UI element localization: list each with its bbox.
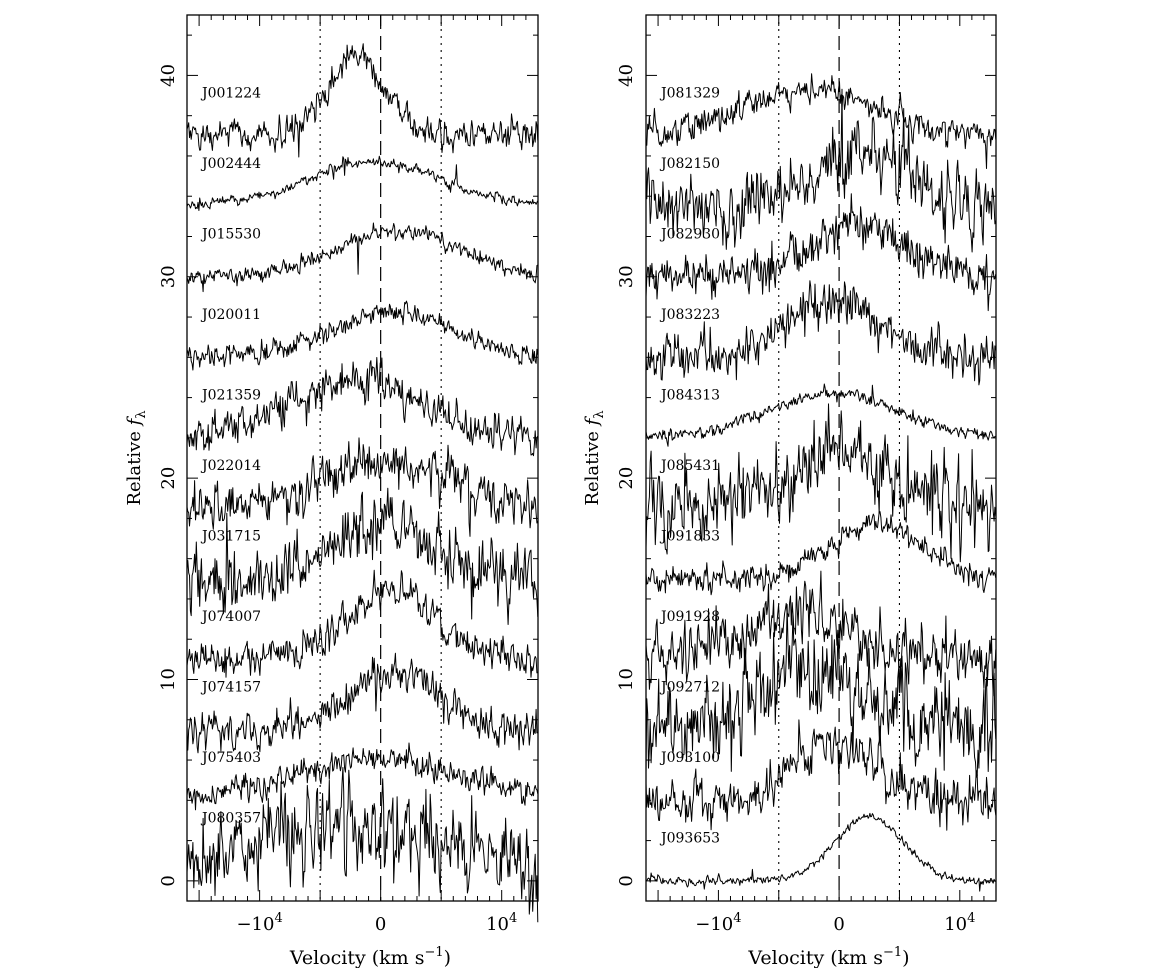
spectrum-label: J092712	[659, 680, 720, 696]
plot-frame	[186, 14, 539, 902]
y-axis-label-sub: λ	[592, 410, 607, 418]
spectrum-line	[645, 73, 997, 169]
y-tick-label: 20	[158, 467, 179, 490]
spectrum-line	[645, 403, 997, 563]
spectrum-line	[186, 155, 539, 211]
spectrum-line	[186, 43, 539, 158]
spectrum-line	[645, 193, 997, 312]
spectrum-label: J093653	[659, 831, 720, 847]
spectrum-label: J082150	[659, 156, 720, 172]
spectrum-label: J015530	[200, 227, 261, 243]
x-tick-base: 0	[375, 914, 386, 935]
x-tick-base: 10	[486, 914, 509, 935]
spectrum-line	[186, 357, 539, 457]
left-panel: J001224 J002444 J015530 J020011 J021359 J0220…	[124, 14, 539, 968]
spectrum-label: J093100	[659, 750, 720, 766]
spectrum-line	[645, 511, 997, 596]
x-tick-base: −10	[695, 914, 733, 935]
spectrum-label: J001224	[200, 86, 261, 102]
spectrum-line	[645, 88, 997, 253]
spectrum-label: J020011	[200, 307, 261, 323]
y-tick-label: 30	[616, 265, 637, 288]
x-axis-label-sup: −1	[883, 945, 902, 960]
x-tick-base: 10	[944, 914, 967, 935]
y-tick-label: 20	[616, 467, 637, 490]
x-axis-label: Velocity (km s−1)	[289, 945, 451, 968]
spectrum-label: J021359	[200, 388, 261, 404]
y-tick-label: 0	[616, 875, 637, 886]
x-axis-label-close: )	[902, 947, 909, 968]
x-tick-exponent: 4	[509, 911, 517, 926]
x-axis-label-close: )	[444, 947, 451, 968]
spectrum-label: J074007	[200, 609, 261, 625]
spectrum-label: J075403	[200, 750, 261, 766]
spectrum-label: J081329	[659, 86, 720, 102]
spectrum-line	[646, 812, 996, 892]
x-tick-label: 0	[375, 914, 386, 935]
spectrum-line	[645, 719, 997, 831]
y-axis-label-sub: λ	[134, 410, 149, 418]
x-tick-label: −104	[236, 911, 282, 935]
spectrum-label: J091833	[659, 529, 720, 545]
spectrum-label: J022014	[200, 458, 261, 474]
x-tick-exponent: 4	[967, 911, 975, 926]
y-tick-label: 30	[158, 265, 179, 288]
plot-frame	[645, 14, 997, 902]
spectrum-line	[186, 742, 539, 811]
spectrum-label: J091928	[659, 609, 720, 625]
spectrum-line	[186, 652, 539, 754]
spectrum-label: J002444	[200, 156, 261, 172]
spectrum-line	[186, 767, 539, 923]
spectrum-label: J074157	[200, 680, 261, 696]
y-tick-label: 40	[158, 64, 179, 87]
x-tick-label: 0	[833, 914, 844, 935]
spectrum-line	[186, 300, 539, 371]
x-tick-label: 104	[944, 911, 975, 935]
spectrum-label: J080357	[200, 811, 261, 827]
spectrum-label: J085431	[659, 458, 720, 474]
x-axis-label-text: Velocity (km s	[747, 947, 883, 968]
y-axis-label: Relative fλ	[124, 410, 149, 505]
spectrum-label: J084313	[659, 388, 720, 404]
spectrum-line	[645, 570, 997, 697]
y-axis-label: Relative fλ	[582, 410, 607, 505]
spectrum-line	[645, 383, 996, 447]
x-tick-base: 0	[833, 914, 844, 935]
x-tick-exponent: 4	[274, 911, 282, 926]
right-panel: J081329 J082150 J082930 J083223 J084313 J0854…	[582, 14, 997, 968]
y-tick-label: 0	[158, 875, 179, 886]
x-tick-base: −10	[236, 914, 274, 935]
spectrum-line	[186, 487, 539, 625]
x-tick-exponent: 4	[733, 911, 741, 926]
spectrum-line	[186, 569, 539, 678]
spectrum-label: J083223	[659, 307, 720, 323]
spectrum-line	[645, 280, 997, 386]
x-axis-label: Velocity (km s−1)	[747, 945, 909, 968]
y-axis-label-text: Relative	[124, 425, 145, 505]
x-tick-label: −104	[695, 911, 741, 935]
y-tick-label: 40	[616, 64, 637, 87]
y-tick-label: 10	[158, 668, 179, 691]
y-axis-label-text: Relative	[582, 425, 603, 505]
y-tick-label: 10	[616, 668, 637, 691]
spectrum-line	[186, 437, 539, 537]
spectrum-label: J082930	[659, 227, 720, 243]
spectrum-line	[186, 222, 539, 293]
x-axis-label-sup: −1	[425, 945, 444, 960]
x-tick-label: 104	[486, 911, 517, 935]
x-axis-label-text: Velocity (km s	[289, 947, 425, 968]
spectrum-line	[645, 604, 997, 778]
spectrum-label: J031715	[200, 529, 261, 545]
